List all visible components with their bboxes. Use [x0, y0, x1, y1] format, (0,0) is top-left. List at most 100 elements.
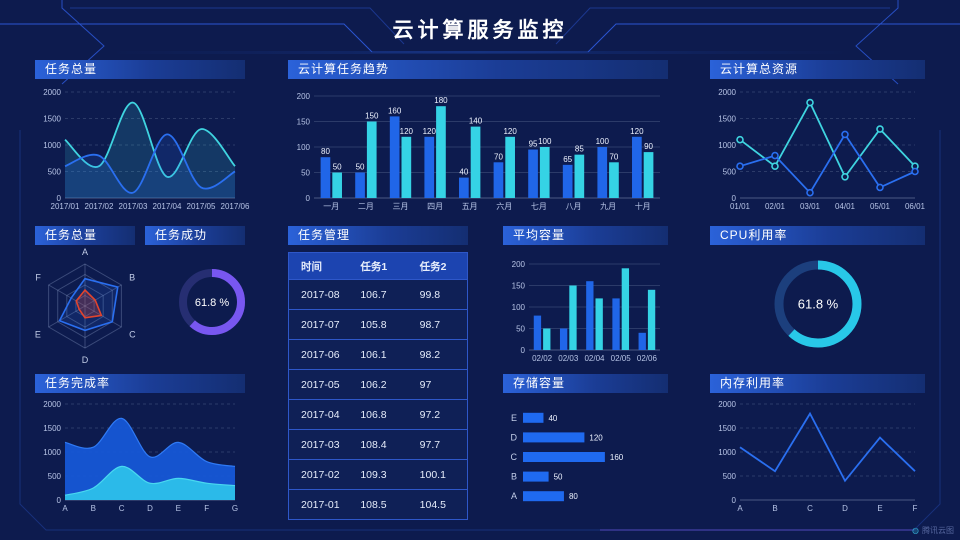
task-table: 时间 任务1 任务2 2017-08 106.7 99.8 2017-07 105.8 98.7…: [288, 252, 468, 520]
svg-text:B: B: [91, 504, 96, 513]
task-table-row: 2017-03 108.4 97.7: [289, 429, 467, 459]
task-table-cell: 106.2: [360, 378, 387, 391]
cpu-utilization-gauge: 61.8 %: [774, 260, 862, 348]
task-table-cell: 106.1: [360, 348, 387, 361]
svg-text:500: 500: [48, 472, 62, 481]
svg-text:四月: 四月: [427, 202, 443, 211]
svg-text:05/01: 05/01: [870, 202, 891, 211]
storage-capacity-hbar-chart: E 40 D 120 C 160 B 50 A 80: [511, 412, 624, 502]
svg-text:2000: 2000: [43, 400, 61, 409]
task-table-cell: 98.7: [419, 318, 441, 331]
panel-title-cloud-resources: 云计算总资源: [710, 60, 925, 79]
svg-text:02/06: 02/06: [637, 354, 658, 363]
svg-text:50: 50: [301, 169, 310, 178]
svg-text:G: G: [232, 504, 238, 513]
svg-text:A: A: [82, 247, 88, 257]
tasks-total-radar-chart: A B C D E F: [35, 247, 136, 365]
svg-text:E: E: [511, 413, 517, 423]
svg-text:A: A: [737, 504, 743, 513]
svg-text:B: B: [129, 273, 135, 283]
svg-text:1000: 1000: [43, 141, 61, 150]
svg-text:160: 160: [388, 106, 402, 115]
task-table-row: 2017-01 108.5 104.5: [289, 489, 467, 519]
task-table-row: 2017-06 106.1 98.2: [289, 339, 467, 369]
svg-text:40: 40: [548, 414, 557, 423]
tencent-watermark: ◍ 腾讯云图: [912, 525, 954, 536]
task-success-gauge: 61.8 %: [179, 269, 245, 335]
svg-text:2017/03: 2017/03: [119, 202, 148, 211]
task-table-cell: 100.1: [419, 468, 446, 481]
svg-text:120: 120: [630, 127, 644, 136]
svg-text:2000: 2000: [718, 400, 736, 409]
task-table-cell: 99.8: [419, 288, 441, 301]
svg-text:70: 70: [609, 152, 618, 161]
svg-text:120: 120: [589, 433, 603, 442]
svg-text:1000: 1000: [718, 141, 736, 150]
svg-text:二月: 二月: [358, 202, 374, 211]
panel-title-cloud-task-trend: 云计算任务趋势: [288, 60, 668, 79]
svg-text:03/01: 03/01: [800, 202, 821, 211]
svg-text:C: C: [511, 452, 518, 462]
svg-text:F: F: [204, 504, 209, 513]
task-table-cell: 106.8: [360, 408, 387, 421]
svg-text:2017/06: 2017/06: [221, 202, 250, 211]
panel-title-task-completion: 任务完成率: [35, 374, 245, 393]
svg-text:0: 0: [57, 194, 62, 203]
svg-text:02/05: 02/05: [611, 354, 632, 363]
svg-text:2000: 2000: [718, 88, 736, 97]
task-table-cell: 2017-07: [301, 318, 340, 331]
svg-text:2000: 2000: [43, 88, 61, 97]
panel-title-tasks-total-top: 任务总量: [35, 60, 245, 79]
memory-utilization-line-chart: 0 500 1000 1500 2000 A B C D E F: [718, 400, 918, 513]
svg-text:0: 0: [521, 346, 526, 355]
svg-text:C: C: [807, 504, 813, 513]
panel-title-tasks-total-radar: 任务总量: [35, 226, 135, 245]
svg-text:五月: 五月: [462, 202, 478, 211]
watermark-label: 腾讯云图: [922, 526, 954, 535]
svg-text:1500: 1500: [718, 115, 736, 124]
svg-text:D: D: [147, 504, 153, 513]
task-table-row: 2017-04 106.8 97.2: [289, 399, 467, 429]
svg-text:E: E: [176, 504, 181, 513]
svg-text:02/04: 02/04: [584, 354, 605, 363]
svg-text:1000: 1000: [43, 448, 61, 457]
svg-text:90: 90: [644, 142, 653, 151]
svg-text:61.8 %: 61.8 %: [798, 297, 839, 312]
tencent-cloud-logo-icon: ◍: [912, 526, 919, 535]
svg-text:100: 100: [596, 137, 610, 146]
tasks-total-line-chart: 0 500 1000 1500 2000 2017/01 2017/02 2017/03 201…: [43, 88, 250, 211]
panel-title-storage-capacity: 存储容量: [503, 374, 668, 393]
svg-text:200: 200: [512, 260, 526, 269]
svg-text:七月: 七月: [531, 202, 547, 211]
svg-text:B: B: [511, 472, 517, 482]
svg-text:三月: 三月: [393, 202, 409, 211]
task-table-cell: 108.5: [360, 498, 387, 511]
svg-text:80: 80: [321, 147, 330, 156]
svg-text:06/01: 06/01: [905, 202, 926, 211]
svg-text:500: 500: [48, 168, 62, 177]
svg-text:150: 150: [297, 118, 311, 127]
svg-text:02/03: 02/03: [558, 354, 579, 363]
svg-text:85: 85: [575, 145, 584, 154]
svg-text:A: A: [62, 504, 68, 513]
svg-text:B: B: [772, 504, 777, 513]
svg-text:02/02: 02/02: [532, 354, 553, 363]
svg-text:100: 100: [512, 303, 526, 312]
task-table-cell: 105.8: [360, 318, 387, 331]
svg-text:65: 65: [563, 155, 572, 164]
task-table-cell: 97.7: [419, 438, 441, 451]
task-table-header-cell: 时间: [301, 260, 322, 273]
svg-text:500: 500: [723, 168, 737, 177]
svg-text:61.8 %: 61.8 %: [195, 297, 229, 309]
svg-text:D: D: [511, 432, 518, 442]
svg-text:十月: 十月: [635, 201, 651, 211]
svg-text:02/01: 02/01: [765, 202, 786, 211]
task-table-header-cell: 任务2: [419, 260, 447, 273]
svg-text:C: C: [129, 330, 136, 340]
svg-text:2017/02: 2017/02: [85, 202, 114, 211]
svg-text:八月: 八月: [566, 202, 582, 211]
cloud-total-resources-line-chart: 0 500 1000 1500 2000 01/01 02/01 03/01 04/01 05/0…: [718, 88, 926, 211]
svg-text:F: F: [913, 504, 918, 513]
